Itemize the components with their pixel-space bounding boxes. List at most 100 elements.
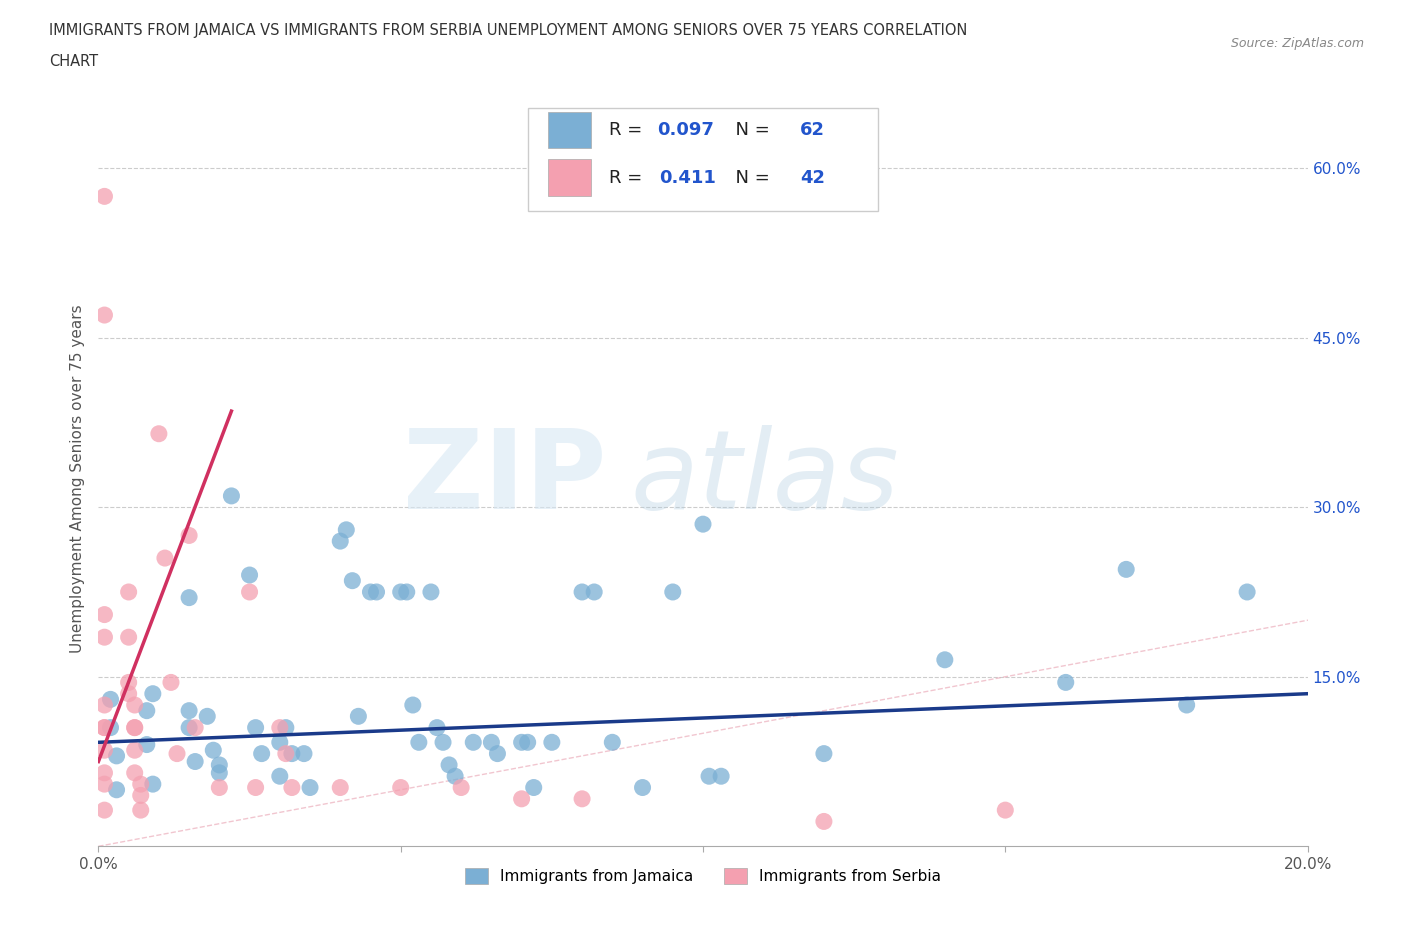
Point bbox=[523, 780, 546, 795]
Point bbox=[281, 746, 304, 761]
Point bbox=[208, 765, 231, 780]
Point bbox=[269, 720, 291, 735]
Point bbox=[142, 686, 165, 701]
Point bbox=[540, 735, 562, 750]
Point bbox=[129, 803, 152, 817]
Text: 62: 62 bbox=[800, 121, 825, 139]
Point bbox=[93, 698, 115, 712]
Point bbox=[93, 803, 115, 817]
Y-axis label: Unemployment Among Seniors over 75 years: Unemployment Among Seniors over 75 years bbox=[69, 305, 84, 653]
Point bbox=[347, 709, 370, 724]
Point bbox=[202, 743, 225, 758]
Point bbox=[463, 735, 485, 750]
Point bbox=[389, 585, 412, 600]
Point bbox=[299, 780, 322, 795]
Text: N =: N = bbox=[724, 168, 775, 187]
Point bbox=[179, 703, 201, 718]
Point bbox=[208, 780, 231, 795]
Point bbox=[450, 780, 472, 795]
Point bbox=[1236, 585, 1258, 600]
Point bbox=[389, 780, 412, 795]
Point bbox=[124, 765, 146, 780]
Point bbox=[93, 720, 115, 735]
Text: CHART: CHART bbox=[49, 54, 98, 69]
Text: 0.097: 0.097 bbox=[657, 121, 714, 139]
Point bbox=[571, 791, 593, 806]
Point bbox=[444, 769, 467, 784]
Point bbox=[118, 675, 141, 690]
Point bbox=[179, 591, 201, 605]
Point bbox=[426, 720, 449, 735]
Text: 42: 42 bbox=[800, 168, 825, 187]
Point bbox=[184, 720, 207, 735]
Point bbox=[342, 573, 364, 588]
Text: 0.411: 0.411 bbox=[659, 168, 716, 187]
Point bbox=[402, 698, 425, 712]
Point bbox=[281, 780, 304, 795]
Point bbox=[118, 686, 141, 701]
Point bbox=[100, 692, 122, 707]
Text: IMMIGRANTS FROM JAMAICA VS IMMIGRANTS FROM SERBIA UNEMPLOYMENT AMONG SENIORS OVE: IMMIGRANTS FROM JAMAICA VS IMMIGRANTS FR… bbox=[49, 23, 967, 38]
Text: atlas: atlas bbox=[630, 425, 898, 533]
Point bbox=[631, 780, 654, 795]
Point bbox=[292, 746, 315, 761]
Point bbox=[166, 746, 188, 761]
Point bbox=[250, 746, 273, 761]
Point bbox=[124, 743, 146, 758]
Point bbox=[366, 585, 388, 600]
Point bbox=[329, 780, 352, 795]
Point bbox=[118, 630, 141, 644]
Point bbox=[179, 528, 201, 543]
Point bbox=[710, 769, 733, 784]
Point bbox=[583, 585, 606, 600]
Point bbox=[135, 703, 157, 718]
Point bbox=[486, 746, 509, 761]
Point bbox=[100, 720, 122, 735]
Point bbox=[142, 777, 165, 791]
Point bbox=[813, 814, 835, 829]
Point bbox=[118, 585, 141, 600]
Point bbox=[105, 782, 128, 797]
Point bbox=[245, 720, 267, 735]
Point bbox=[692, 517, 714, 532]
Point bbox=[571, 585, 593, 600]
Point bbox=[510, 735, 533, 750]
Point bbox=[124, 720, 146, 735]
Point bbox=[994, 803, 1017, 817]
Point bbox=[208, 757, 231, 772]
Text: Source: ZipAtlas.com: Source: ZipAtlas.com bbox=[1230, 37, 1364, 50]
Point bbox=[395, 585, 418, 600]
Point bbox=[329, 534, 352, 549]
Point bbox=[516, 735, 538, 750]
Point bbox=[432, 735, 454, 750]
Point bbox=[1175, 698, 1198, 712]
FancyBboxPatch shape bbox=[548, 159, 591, 196]
Point bbox=[160, 675, 183, 690]
Point bbox=[179, 720, 201, 735]
Point bbox=[661, 585, 683, 600]
Point bbox=[360, 585, 382, 600]
Text: R =: R = bbox=[609, 168, 654, 187]
Point bbox=[408, 735, 430, 750]
Point bbox=[124, 720, 146, 735]
Point bbox=[135, 737, 157, 752]
Point bbox=[124, 698, 146, 712]
Point bbox=[93, 607, 115, 622]
Point bbox=[195, 709, 218, 724]
FancyBboxPatch shape bbox=[548, 112, 591, 149]
Legend: Immigrants from Jamaica, Immigrants from Serbia: Immigrants from Jamaica, Immigrants from… bbox=[458, 862, 948, 890]
Point bbox=[105, 749, 128, 764]
Point bbox=[221, 488, 243, 503]
Point bbox=[184, 754, 207, 769]
Point bbox=[437, 757, 460, 772]
Point bbox=[269, 769, 291, 784]
Point bbox=[245, 780, 267, 795]
Point bbox=[153, 551, 176, 565]
Point bbox=[602, 735, 624, 750]
Point bbox=[93, 308, 115, 323]
Point bbox=[934, 652, 956, 667]
Point bbox=[239, 567, 262, 582]
Point bbox=[129, 777, 152, 791]
Point bbox=[93, 777, 115, 791]
Point bbox=[93, 743, 115, 758]
